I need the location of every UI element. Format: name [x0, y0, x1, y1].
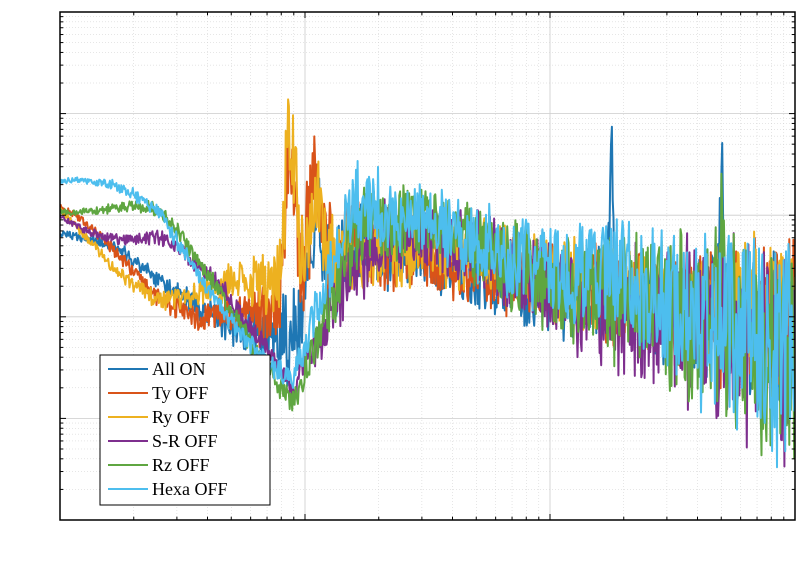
line-chart: All ON Ty OFF Ry OFF S-R OFF Rz OFF Hexa OFF — [0, 0, 811, 588]
chart-container: All ON Ty OFF Ry OFF S-R OFF Rz OFF Hexa OFF — [0, 0, 811, 588]
legend-label-1: Ty OFF — [152, 383, 208, 403]
legend-label-4: Rz OFF — [152, 455, 210, 475]
legend-label-2: Ry OFF — [152, 407, 210, 427]
legend-label-0: All ON — [152, 359, 206, 379]
legend-label-5: Hexa OFF — [152, 479, 228, 499]
legend-label-3: S-R OFF — [152, 431, 218, 451]
